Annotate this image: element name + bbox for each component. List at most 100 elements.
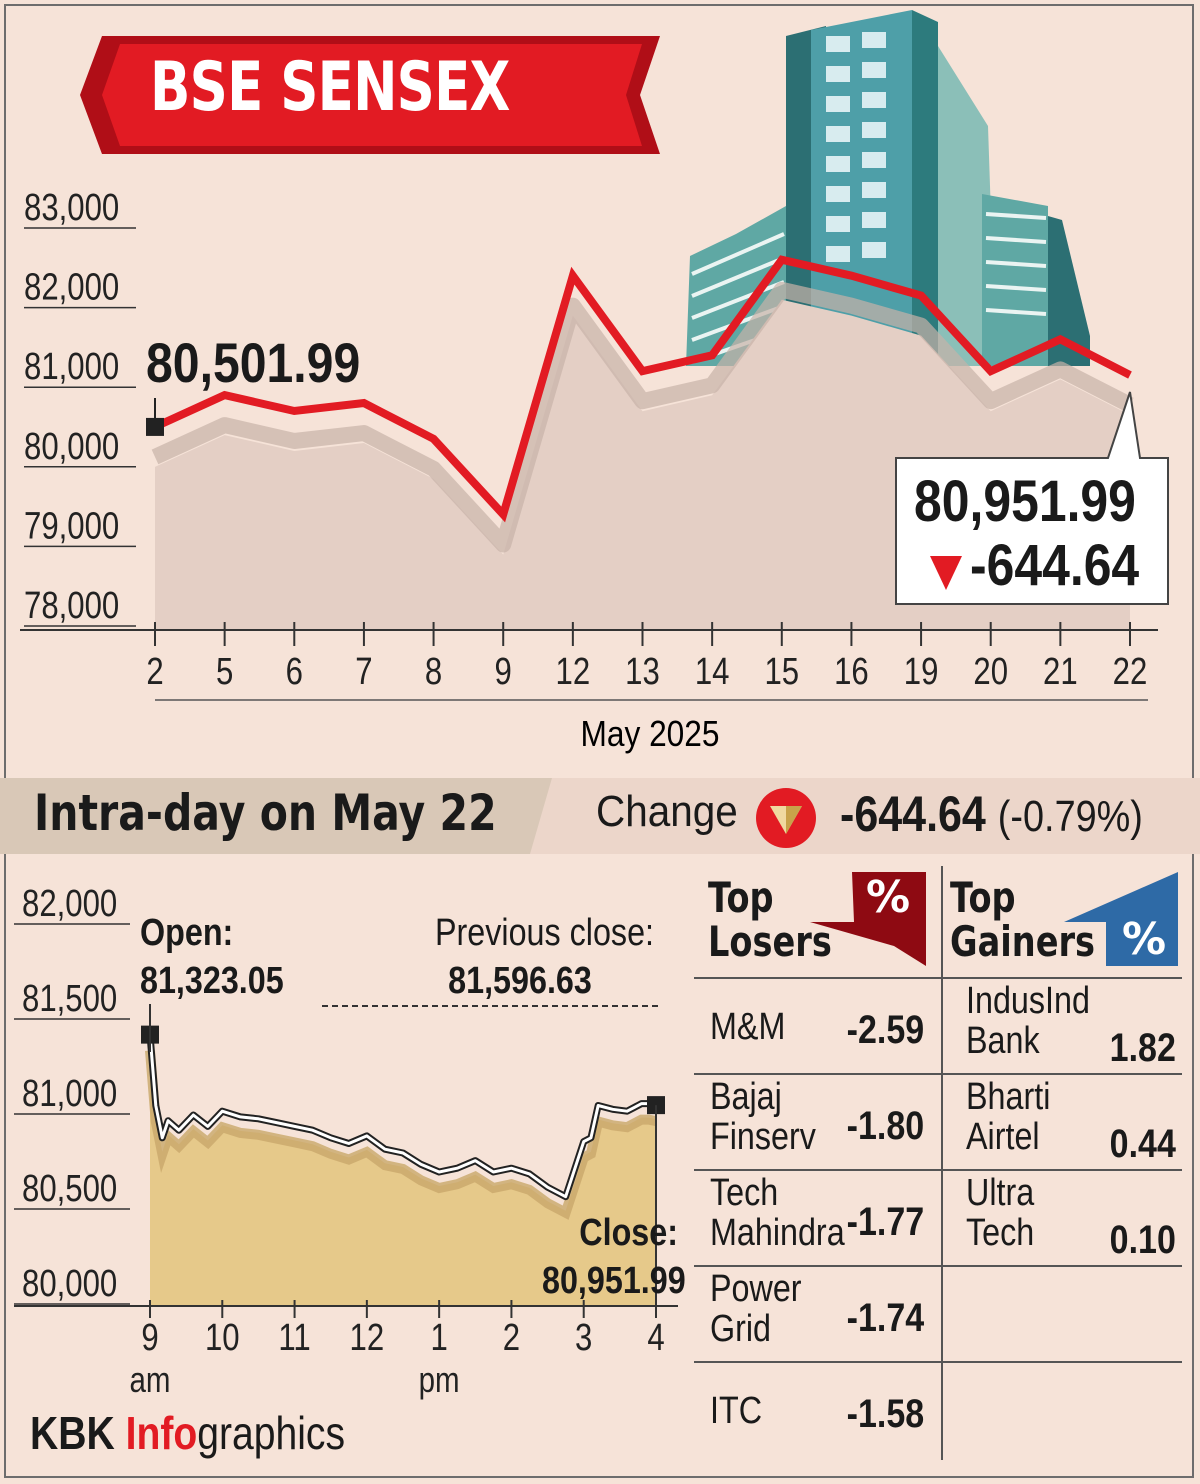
monthly-line-chart: 78,000 79,000 80,000 81,000 82,000 83,000 2 5 6… <box>20 187 1169 754</box>
gainer-name-line: Bharti <box>966 1076 1051 1118</box>
x-tick-label: 2 <box>146 651 163 693</box>
footer-credit: KBK Infographics <box>30 1407 346 1459</box>
x-tick-label: 19 <box>904 651 939 693</box>
gainers-badge-text: % <box>1122 914 1167 965</box>
y-tick-label: 80,000 <box>22 1263 117 1305</box>
x-tick-sublabel: pm <box>419 1359 460 1399</box>
sensex-series-line <box>153 255 1132 523</box>
intraday-strip <box>0 778 1200 854</box>
intraday-area-fill <box>150 1048 656 1306</box>
y-tick-label: 81,000 <box>24 346 119 388</box>
y-tick-label: 81,500 <box>22 978 117 1020</box>
gainer-name-line: Ultra <box>966 1172 1035 1214</box>
title-banner <box>80 36 660 154</box>
gainers-title: Top Gainers <box>950 873 1096 967</box>
x-tick-label: 21 <box>1043 651 1078 693</box>
loser-name-line: Finserv <box>710 1115 816 1158</box>
loser-value: -1.58 <box>846 1392 924 1436</box>
x-tick-label: 5 <box>216 651 233 693</box>
intraday-line-shadow <box>145 1050 658 1220</box>
x-tick-label: 2 <box>503 1317 520 1359</box>
y-tick-label: 80,500 <box>22 1168 117 1210</box>
previous-close-label: Previous close: 81,596.63 <box>435 912 655 1002</box>
x-tick-label: 20 <box>973 651 1008 693</box>
losers-title: Top Losers <box>708 873 832 967</box>
x-tick-label: 11 <box>278 1317 310 1359</box>
close-change-label: -644.64 <box>970 533 1140 598</box>
x-tick-label: 12 <box>350 1317 385 1359</box>
change-value: -644.64 (-0.79%) <box>840 786 1143 842</box>
loser-name-line: Bajaj <box>710 1076 782 1118</box>
change-label: Change <box>596 787 738 836</box>
x-tick-sublabel: am <box>130 1359 171 1399</box>
loser-name: Bajaj Finserv <box>710 1076 816 1158</box>
x-tick-label: 4 <box>647 1317 664 1359</box>
gainer-value: 0.10 <box>1109 1218 1176 1262</box>
loser-name-line: Power <box>710 1268 802 1310</box>
start-value-label: 80,501.99 <box>146 331 361 394</box>
bse-building-illustration <box>686 10 1090 366</box>
loser-value: -1.77 <box>846 1200 924 1244</box>
gainer-value: 0.44 <box>1109 1122 1176 1166</box>
gainer-name-line: Airtel <box>966 1115 1040 1158</box>
infographic-frame <box>4 4 1194 1478</box>
intraday-series-line <box>148 1034 657 1199</box>
x-tick-label: 14 <box>695 651 730 693</box>
loser-value: -1.74 <box>846 1296 924 1340</box>
x-tick-label: 3 <box>575 1317 592 1359</box>
x-tick-label: 15 <box>764 651 799 693</box>
x-tick-label: 13 <box>625 651 660 693</box>
x-tick-label: 10 <box>205 1317 240 1359</box>
loser-name-line: ITC <box>710 1390 763 1432</box>
loser-name: ITC <box>710 1390 763 1432</box>
x-tick-label: 22 <box>1113 651 1148 693</box>
intraday-heading: Intra-day on May 22 <box>34 784 497 842</box>
x-tick-label: 7 <box>355 651 372 693</box>
down-triangle-icon <box>756 788 816 848</box>
losers-badge-text: % <box>866 872 911 923</box>
open-label: Open: 81,323.05 <box>140 912 284 1002</box>
x-tick-label: 9 <box>141 1317 158 1359</box>
loser-name: Tech Mahindra <box>710 1172 845 1254</box>
movers-table-grid <box>694 866 1182 1460</box>
y-tick-label: 83,000 <box>24 187 119 229</box>
y-tick-label: 80,000 <box>24 426 119 468</box>
x-tick-label: 16 <box>834 651 869 693</box>
gainer-value: 1.82 <box>1109 1026 1176 1070</box>
x-tick-label: 12 <box>556 651 591 693</box>
y-tick-label: 82,000 <box>22 883 117 925</box>
x-tick-label: 1 <box>430 1317 447 1359</box>
x-tick-label: 9 <box>495 651 512 693</box>
line-shadow <box>151 281 1134 553</box>
gainer-name: IndusInd Bank <box>966 980 1090 1062</box>
loser-name: Power Grid <box>710 1268 802 1350</box>
gainer-name-line: Tech <box>966 1211 1035 1254</box>
y-tick-label: 82,000 <box>24 267 119 309</box>
y-tick-label: 79,000 <box>24 506 119 548</box>
loser-name-line: Tech <box>710 1172 779 1214</box>
x-tick-label: 6 <box>286 651 303 693</box>
loser-value: -2.59 <box>846 1008 924 1052</box>
x-tick-label: 8 <box>425 651 442 693</box>
gainers-badge-icon <box>1064 872 1178 966</box>
close-point-marker <box>647 1096 665 1115</box>
down-arrow-icon <box>930 556 962 590</box>
losers-badge-icon <box>810 872 926 966</box>
x-axis-label: May 2025 <box>580 714 719 754</box>
close-value-label: 80,951.99 <box>914 469 1136 534</box>
loser-name: M&M <box>710 1006 786 1048</box>
gainer-name: Ultra Tech <box>966 1172 1035 1254</box>
chart-title: BSE SENSEX <box>150 48 510 127</box>
close-callout-box <box>895 391 1169 605</box>
loser-name-line: Grid <box>710 1307 772 1350</box>
loser-value: -1.80 <box>846 1104 924 1148</box>
gainer-name-line: IndusInd <box>966 980 1090 1022</box>
area-shadow <box>155 299 1130 630</box>
gainer-name: Bharti Airtel <box>966 1076 1051 1158</box>
y-tick-label: 81,000 <box>22 1073 117 1115</box>
y-tick-label: 78,000 <box>24 585 119 627</box>
close-label: Close: 80,951.99 <box>542 1212 686 1302</box>
loser-name-line: Mahindra <box>710 1211 845 1254</box>
loser-name-line: M&M <box>710 1006 786 1048</box>
